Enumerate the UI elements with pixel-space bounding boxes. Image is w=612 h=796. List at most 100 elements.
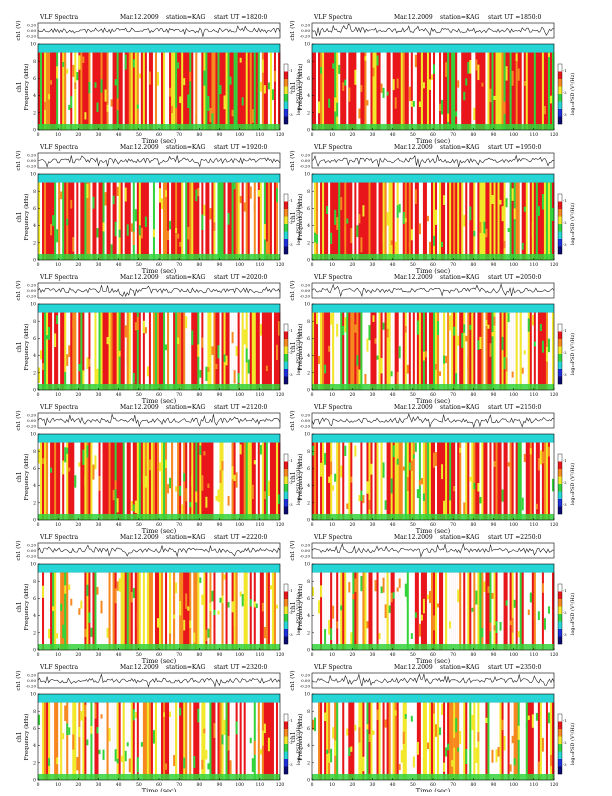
- spectrogram-stripe: [485, 52, 488, 130]
- spectrogram-stripe: [197, 442, 200, 520]
- spectrogram-stripe: [394, 442, 397, 520]
- spectrogram-patch: [324, 364, 327, 374]
- x-tick-label: 30: [370, 522, 376, 528]
- spectrogram-stripe: [467, 572, 470, 650]
- spectrogram-stripe: [223, 442, 226, 520]
- spectrogram-stripe: [239, 702, 242, 780]
- spectrogram-stripe: [398, 182, 401, 260]
- spectrogram-stripe: [239, 442, 242, 520]
- spectrogram-stripe: [469, 182, 472, 260]
- panel-station-label: station=KAG: [440, 664, 479, 671]
- spectrogram-stripe: [312, 52, 315, 130]
- spectrogram-stripe: [110, 182, 113, 260]
- waveform-axis-label: ch1 (V): [289, 150, 296, 170]
- spectrogram-patch: [48, 94, 51, 100]
- channel-label: ch1: [16, 211, 23, 222]
- spectrogram-stripe: [422, 442, 426, 520]
- x-tick-label: 110: [256, 652, 265, 658]
- spectrogram-stripe: [213, 702, 216, 780]
- spectrogram-panel: VLF Spectra Mar.12.2009 station=KAG start U…: [289, 534, 576, 665]
- spectrogram-stripe: [156, 572, 160, 650]
- spectrogram-stripe: [455, 182, 458, 260]
- waveform-frame: [311, 542, 555, 559]
- y-axis-label: Frequency (kHz): [297, 324, 304, 371]
- spectrogram-patch: [201, 759, 204, 770]
- spectrogram-patch: [269, 585, 273, 590]
- spectrogram-patch: [253, 202, 256, 210]
- spectrogram-stripe: [330, 442, 333, 520]
- colorbar-segment: [284, 339, 288, 347]
- spectrogram-patch: [491, 194, 494, 204]
- spectrogram-stripe: [205, 182, 208, 260]
- spectrogram-patch: [273, 70, 277, 82]
- spectrogram-stripe: [461, 442, 464, 520]
- spectrogram-stripe: [52, 702, 55, 780]
- spectrogram-patch: [356, 600, 359, 611]
- spectrogram-stripe: [183, 442, 186, 520]
- spectrogram-stripe: [326, 182, 329, 260]
- x-tick-label: 50: [136, 132, 142, 138]
- spectrogram-stripe: [437, 702, 440, 780]
- spectrogram-stripe: [517, 312, 520, 390]
- spectrogram-stripe: [173, 312, 176, 390]
- spectrogram-patch: [358, 495, 361, 502]
- spectrogram-patch: [477, 732, 480, 742]
- spectrogram-stripe: [255, 442, 259, 520]
- spectrogram-patch: [193, 632, 196, 643]
- spectrogram-stripe: [110, 312, 113, 390]
- spectrogram-patch: [366, 338, 369, 352]
- waveform-tick-label: 0.00: [301, 288, 310, 293]
- spectrogram-stripe: [340, 52, 343, 130]
- spectrogram-patch: [511, 371, 514, 378]
- panel-start-time: start UT =1950:0: [488, 144, 542, 151]
- spectrogram-stripe: [543, 442, 547, 520]
- spectrogram-stripe: [277, 572, 281, 650]
- panel-start-time: start UT =2320:0: [214, 664, 268, 671]
- spectrogram-stripe: [213, 182, 216, 260]
- spectrogram-patch: [82, 370, 85, 385]
- spectrogram-stripe: [209, 572, 212, 650]
- spectrogram-patch: [469, 206, 472, 221]
- y-tick-label: 4: [307, 743, 310, 749]
- colorbar-segment: [284, 461, 288, 470]
- spectrogram-stripe: [263, 182, 267, 260]
- spectrogram-stripe: [507, 312, 510, 390]
- spectrogram-stripe: [481, 442, 484, 520]
- colorbar-segment: [558, 71, 562, 80]
- spectrogram-patch: [428, 79, 432, 90]
- spectrogram-stripe: [503, 572, 506, 650]
- spectrogram-patch: [334, 740, 337, 756]
- colorbar-tick-label: -2: [289, 741, 293, 745]
- spectrogram-patch: [493, 95, 496, 100]
- spectrogram-stripe: [118, 182, 121, 260]
- spectrogram-patch: [473, 107, 476, 121]
- spectrogram-stripe: [497, 312, 500, 390]
- spectrogram-patch: [80, 600, 83, 609]
- spectrogram-stripe: [509, 312, 512, 390]
- spectrogram-stripe: [38, 52, 41, 130]
- colorbar-segment: [558, 194, 562, 202]
- spectrogram-top-band: [312, 694, 554, 703]
- spectrogram-patch: [517, 68, 520, 81]
- spectrogram-patch: [459, 730, 462, 745]
- spectrogram-stripe: [316, 182, 319, 260]
- spectrogram-patch: [485, 717, 488, 724]
- spectrogram-stripe: [219, 702, 222, 780]
- spectrogram-patch: [169, 87, 172, 97]
- spectrogram-stripe: [481, 182, 484, 260]
- spectrogram-patch: [195, 491, 198, 503]
- spectrogram-stripe: [48, 182, 51, 260]
- spectrogram-stripe: [90, 442, 93, 520]
- spectrogram-patch: [116, 758, 119, 764]
- channel-label: ch1: [16, 471, 23, 482]
- spectrogram-patch: [503, 735, 506, 751]
- spectrogram-stripe: [332, 52, 335, 130]
- spectrogram-stripe: [547, 182, 551, 260]
- x-tick-label: 0: [311, 652, 314, 658]
- x-tick-label: 120: [550, 652, 559, 658]
- spectrogram-patch: [342, 82, 345, 91]
- colorbar-segment: [284, 744, 288, 752]
- spectrogram-patch: [146, 366, 150, 377]
- colorbar-segment: [558, 721, 562, 730]
- panel-header-label: VLF Spectra: [39, 274, 79, 281]
